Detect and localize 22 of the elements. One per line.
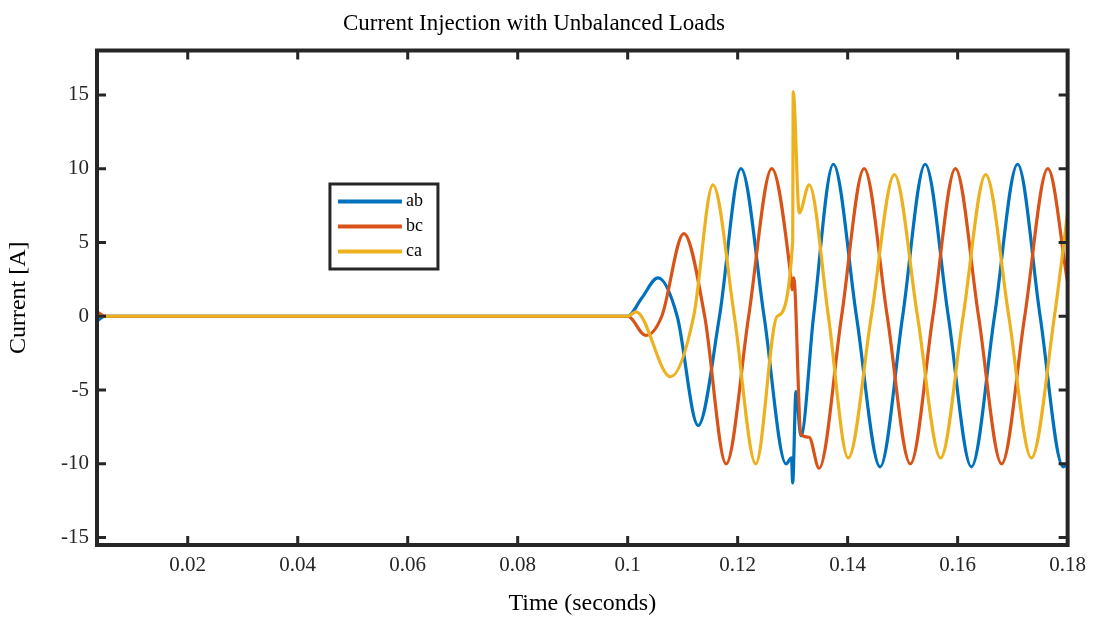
x-tick-label: 0.18	[1049, 552, 1086, 577]
chart-title: Current Injection with Unbalanced Loads	[343, 9, 726, 35]
x-tick-label: 0.16	[939, 552, 977, 577]
x-tick-label: 0.12	[719, 552, 757, 577]
x-axis-title: Time (seconds)	[508, 588, 657, 615]
y-tick-label: 15	[68, 81, 89, 106]
x-tick-label: 0.04	[279, 552, 317, 577]
x-tick-label: 0.02	[169, 552, 207, 577]
x-tick-label: 0.06	[389, 552, 427, 577]
x-tick-label: 0.08	[499, 552, 537, 577]
x-tick-label: 0.1	[614, 552, 641, 577]
legend-label: bc	[405, 215, 423, 236]
y-tick-label: 5	[78, 228, 89, 253]
x-tick-label: 0.14	[829, 552, 867, 577]
y-tick-label: -15	[61, 524, 89, 549]
y-tick-label: 10	[68, 155, 89, 180]
y-axis-title: Current [A]	[3, 241, 30, 355]
legend-label: ab	[405, 190, 423, 211]
legend-label: ca	[405, 240, 422, 261]
y-tick-label: 0	[78, 302, 89, 327]
y-tick-label: -10	[61, 450, 89, 475]
y-tick-label: -5	[71, 376, 89, 401]
